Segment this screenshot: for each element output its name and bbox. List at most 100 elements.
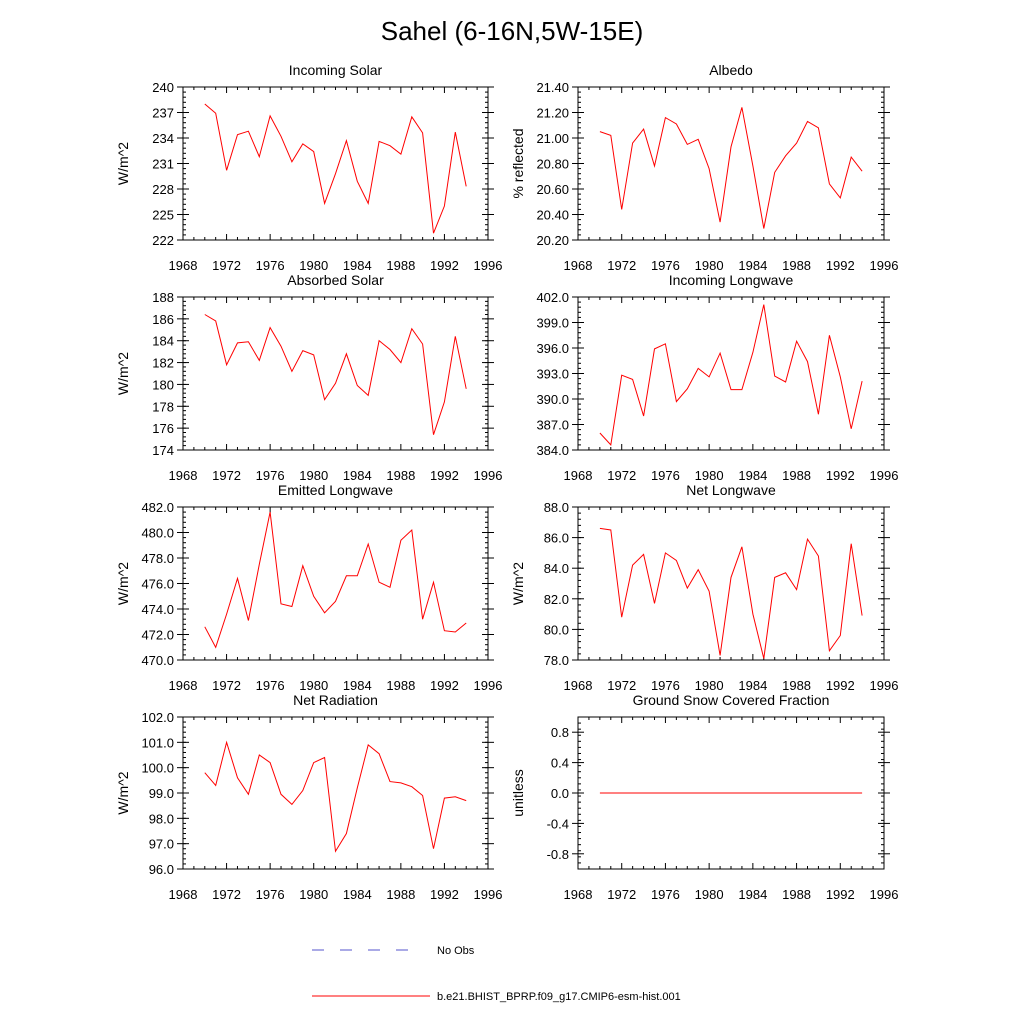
series-line [599,107,863,229]
legend-obs-label: No Obs [437,945,475,957]
y-tick-label: 78.0 [544,653,569,668]
y-axis-label: W/m^2 [115,771,131,814]
series-line [204,103,467,234]
x-tick-label: 1996 [870,258,899,273]
x-tick-label: 1980 [695,678,724,693]
x-tick-label: 1992 [826,468,855,483]
y-tick-label: 231 [152,157,174,172]
y-tick-label: 100.0 [141,761,174,776]
x-tick-label: 1984 [343,678,372,693]
x-tick-label: 1976 [651,258,680,273]
x-tick-label: 1968 [169,258,198,273]
panel-title: Absorbed Solar [287,272,384,288]
x-tick-label: 1972 [212,468,241,483]
y-tick-label: 20.60 [536,182,569,197]
series-line [599,304,863,447]
y-tick-label: 174 [152,443,174,458]
y-tick-label: 21.00 [536,131,569,146]
y-tick-label: 396.0 [536,341,569,356]
y-tick-label: 99.0 [149,786,174,801]
y-tick-label: 101.0 [141,735,174,750]
series-line [599,527,863,659]
x-tick-label: 1996 [474,887,503,902]
y-tick-label: 20.80 [536,157,569,172]
x-tick-label: 1968 [564,678,593,693]
x-tick-label: 1988 [782,468,811,483]
x-tick-label: 1976 [651,887,680,902]
y-tick-label: 82.0 [544,592,569,607]
panel-title: Net Radiation [293,692,378,708]
x-tick-label: 1984 [343,887,372,902]
x-tick-label: 1968 [564,468,593,483]
plot-frame [182,506,489,661]
x-tick-label: 1976 [651,678,680,693]
panel-4: Incoming Longwave 1968 1972 1976 1980 1984 198… [536,272,898,483]
x-tick-label: 1972 [212,887,241,902]
x-tick-label: 1996 [474,468,503,483]
panel-title: Incoming Longwave [669,272,794,288]
x-tick-label: 1980 [299,258,328,273]
x-tick-label: 1988 [386,468,415,483]
series-line [204,511,467,649]
y-tick-label: 393.0 [536,367,569,382]
panel-8: Ground Snow Covered Fraction 1968 1972 1976… [510,692,898,902]
panel-title: Ground Snow Covered Fraction [633,692,830,708]
y-tick-label: 97.0 [149,837,174,852]
x-tick-label: 1988 [782,258,811,273]
panel-5: Emitted Longwave 1968 1972 1976 1980 1984 1988… [115,482,502,693]
x-tick-label: 1976 [256,258,285,273]
x-tick-label: 1968 [169,678,198,693]
series-line [204,314,467,435]
y-axis-label: % reflected [510,128,526,198]
x-tick-label: 1980 [299,468,328,483]
panel-title: Incoming Solar [289,62,383,78]
x-tick-label: 1972 [607,678,636,693]
x-tick-label: 1988 [386,678,415,693]
y-tick-label: 482.0 [141,500,174,515]
y-tick-label: 384.0 [536,443,569,458]
x-tick-label: 1984 [343,468,372,483]
y-tick-label: 0.4 [551,756,569,771]
x-tick-label: 1976 [256,468,285,483]
y-tick-label: 80.0 [544,622,569,637]
y-tick-label: 184 [152,334,174,349]
y-tick-label: 480.0 [141,526,174,541]
panel-7: Net Radiation 1968 1972 1976 1980 1984 1988 199… [115,692,502,902]
plot-frame [182,716,489,870]
x-tick-label: 1996 [474,258,503,273]
y-tick-label: 228 [152,182,174,197]
y-tick-label: -0.4 [547,816,569,831]
y-tick-label: 225 [152,208,174,223]
plot-frame [577,86,885,241]
x-tick-label: 1988 [386,887,415,902]
x-tick-label: 1992 [430,887,459,902]
legend-model-label: b.e21.BHIST_BPRP.f09_g17.CMIP6-esm-hist.… [437,991,681,1003]
x-tick-label: 1996 [870,678,899,693]
x-tick-label: 1992 [430,468,459,483]
x-tick-label: 1996 [870,468,899,483]
y-tick-label: 96.0 [149,862,174,877]
panels: Incoming Solar 1968 1972 1976 1980 1984 1988 19… [115,62,898,902]
y-tick-label: 402.0 [536,290,569,305]
x-tick-label: 1992 [826,258,855,273]
x-tick-label: 1984 [343,258,372,273]
y-axis-label: unitless [510,769,526,816]
x-tick-label: 1996 [870,887,899,902]
x-tick-label: 1992 [826,678,855,693]
y-tick-label: 21.20 [536,106,569,121]
y-tick-label: 180 [152,377,174,392]
x-tick-label: 1996 [474,678,503,693]
figure-title: Sahel (6-16N,5W-15E) [381,16,644,46]
x-tick-label: 1972 [607,468,636,483]
x-tick-label: 1992 [430,678,459,693]
y-tick-label: 102.0 [141,710,174,725]
x-tick-label: 1980 [695,258,724,273]
plot-frame [577,506,885,661]
y-tick-label: 234 [152,131,174,146]
x-tick-label: 1972 [212,678,241,693]
panel-2: Albedo 1968 1972 1976 1980 1984 1988 1992 1996 20… [510,62,898,273]
y-tick-label: 222 [152,233,174,248]
x-tick-label: 1984 [738,258,767,273]
panel-1: Incoming Solar 1968 1972 1976 1980 1984 1988 19… [115,62,502,273]
